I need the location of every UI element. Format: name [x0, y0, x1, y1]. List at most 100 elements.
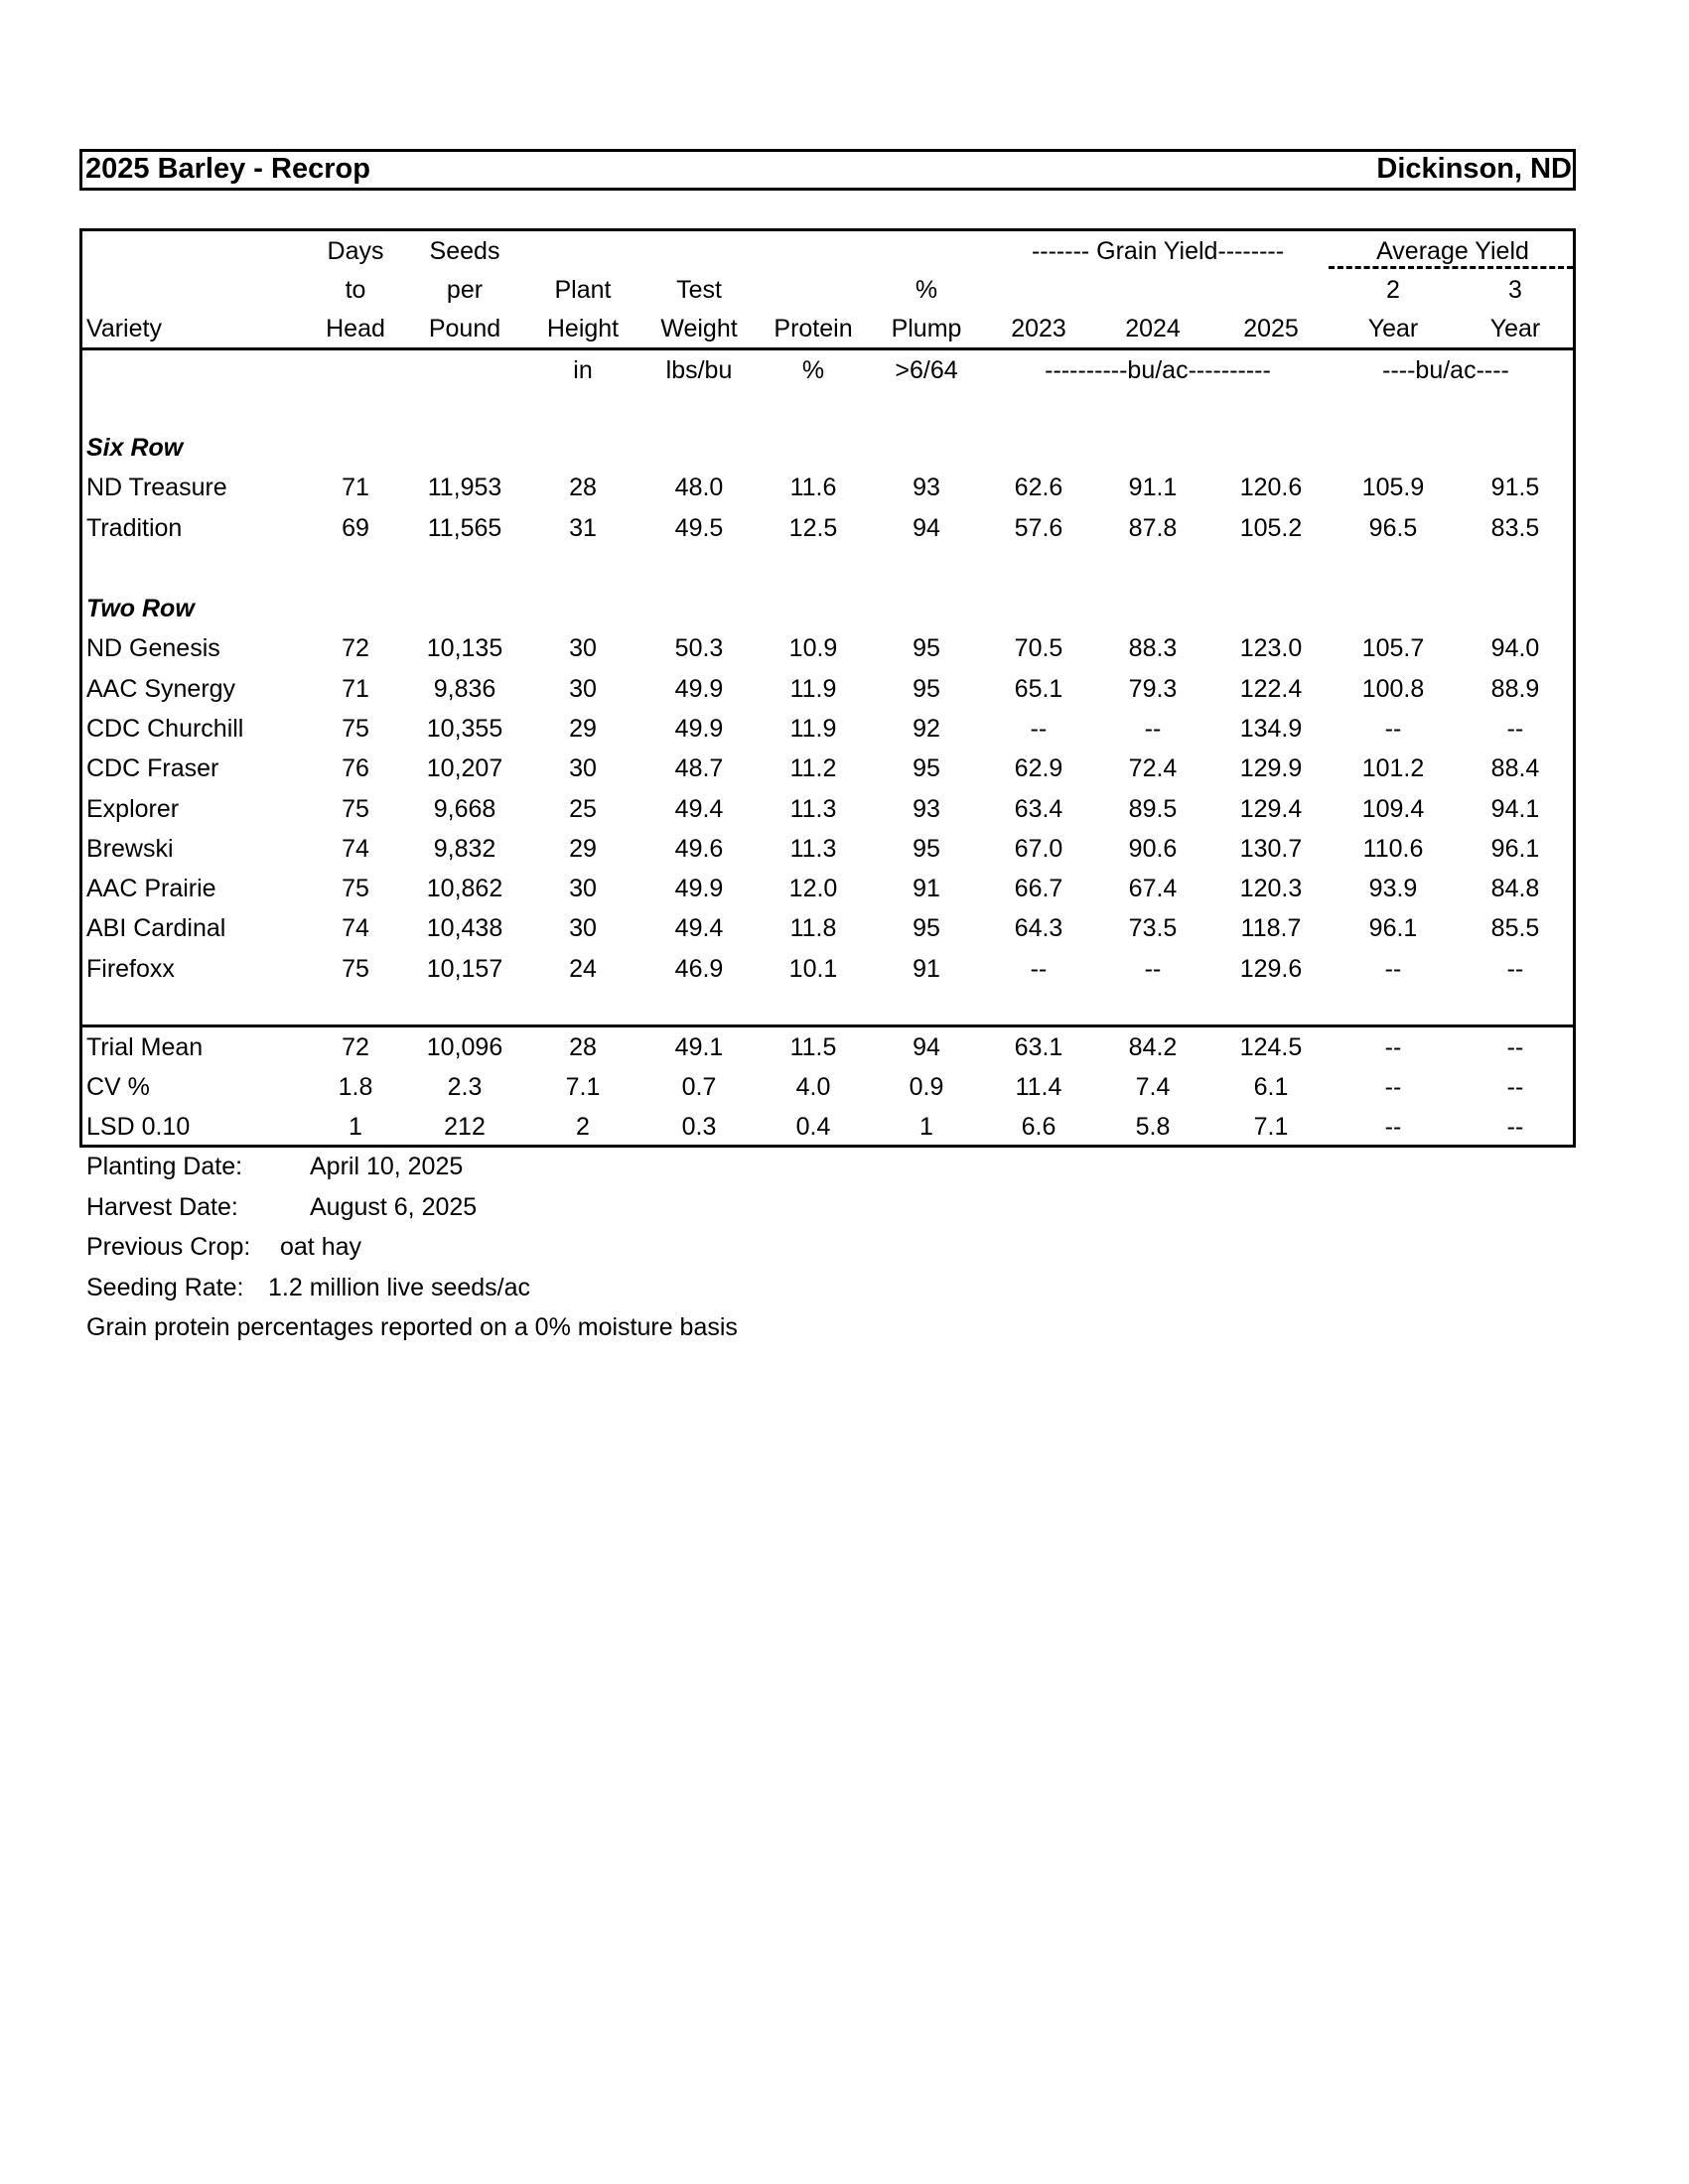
table-cell: 63.4 [1014, 794, 1063, 823]
table-cell: 29 [569, 714, 597, 743]
table-cell: 96.5 [1368, 513, 1418, 542]
column-header: Test [676, 276, 722, 304]
table-cell: 49.9 [674, 714, 724, 743]
table-cell: 67.0 [1014, 834, 1063, 863]
table-cell: 87.8 [1128, 513, 1178, 542]
column-unit: % [801, 356, 825, 384]
column-unit: in [573, 356, 593, 384]
table-cell: 9,832 [433, 834, 496, 863]
table-cell: -- [1144, 714, 1162, 743]
table-cell: 109.4 [1361, 794, 1425, 823]
table-cell: 11,953 [427, 474, 502, 502]
table-cell: 72.4 [1128, 754, 1178, 783]
column-header: Protein [774, 315, 853, 342]
table-cell: 30 [569, 634, 597, 663]
table-cell: 11.3 [789, 834, 837, 863]
note-label: Grain protein percentages reported on a … [86, 1313, 738, 1341]
section-label: Two Row [86, 595, 195, 622]
column-header: Variety [86, 315, 162, 342]
summary-cell: -- [1384, 1113, 1402, 1141]
column-header: Weight [660, 315, 738, 342]
table-cell: 96.1 [1490, 834, 1540, 863]
table-cell: 75 [342, 714, 369, 743]
variety-name: Tradition [86, 513, 183, 542]
section-label: Six Row [86, 434, 184, 462]
table-cell: 49.5 [674, 513, 724, 542]
summary-cell: 72 [342, 1033, 369, 1061]
summary-cell: -- [1384, 1033, 1402, 1061]
table-cell: 89.5 [1128, 794, 1178, 823]
table-cell: 30 [569, 914, 597, 943]
table-cell: -- [1144, 954, 1162, 983]
table-cell: 129.9 [1239, 754, 1303, 783]
summary-cell: 7.4 [1135, 1073, 1171, 1101]
note-label: Previous Crop: [86, 1233, 251, 1261]
summary-cell: 0.9 [909, 1073, 944, 1101]
summary-cell: 1 [919, 1113, 933, 1141]
table-cell: 67.4 [1128, 875, 1178, 903]
table-cell: 110.6 [1362, 834, 1424, 863]
variety-name: CDC Fraser [86, 754, 219, 783]
table-cell: 9,836 [433, 674, 496, 703]
table-cell: -- [1030, 954, 1048, 983]
table-cell: 129.6 [1239, 954, 1303, 983]
table-cell: 91.5 [1490, 474, 1540, 502]
summary-cell: 63.1 [1014, 1033, 1063, 1061]
table-cell: 30 [569, 754, 597, 783]
summary-cell: 0.4 [795, 1113, 831, 1141]
table-cell: 75 [342, 954, 369, 983]
table-cell: 12.0 [788, 875, 838, 903]
table-cell: 75 [342, 875, 369, 903]
column-unit: lbs/bu [665, 356, 733, 384]
table-cell: 91 [913, 875, 940, 903]
table-cell: 75 [342, 794, 369, 823]
summary-cell: -- [1506, 1033, 1524, 1061]
table-cell: 28 [569, 474, 597, 502]
table-cell: 94 [913, 513, 940, 542]
summary-cell: 2 [576, 1113, 590, 1141]
table-cell: 11.6 [789, 474, 837, 502]
summary-cell: 124.5 [1239, 1033, 1303, 1061]
variety-name: ND Treasure [86, 474, 227, 502]
column-header: Pound [428, 315, 501, 342]
table-cell: -- [1506, 714, 1524, 743]
table-cell: 49.9 [674, 674, 724, 703]
summary-cell: 6.1 [1253, 1073, 1289, 1101]
table-cell: -- [1506, 954, 1524, 983]
table-cell: 10,207 [426, 754, 503, 783]
table-cell: 96.1 [1368, 914, 1418, 943]
column-header: Seeds [429, 237, 500, 265]
header-divider [79, 347, 1576, 350]
summary-label: LSD 0.10 [86, 1113, 191, 1141]
variety-name: CDC Churchill [86, 714, 244, 743]
column-header: % [915, 276, 938, 304]
table-cell: 49.4 [674, 794, 724, 823]
table-cell: 85.5 [1490, 914, 1540, 943]
table-cell: 120.6 [1239, 474, 1303, 502]
summary-cell: 7.1 [1253, 1113, 1289, 1141]
table-cell: 88.3 [1128, 634, 1178, 663]
table-cell: 71 [342, 674, 369, 703]
summary-cell: 49.1 [674, 1033, 724, 1061]
grain-yield-unit: ----------bu/ac---------- [1045, 356, 1271, 384]
summary-label: Trial Mean [86, 1033, 204, 1061]
column-header: Year [1367, 315, 1419, 342]
average-yield-unit: ----bu/ac---- [1382, 356, 1509, 384]
table-cell: 31 [569, 513, 597, 542]
column-header: per [446, 276, 484, 304]
table-cell: 10,438 [426, 914, 503, 943]
table-cell: 88.4 [1490, 754, 1540, 783]
summary-cell: 1 [349, 1113, 362, 1141]
variety-name: Brewski [86, 834, 174, 863]
note-value: August 6, 2025 [310, 1192, 478, 1221]
summary-cell: 5.8 [1135, 1113, 1171, 1141]
table-cell: 95 [913, 674, 940, 703]
table-cell: 10.1 [788, 954, 838, 983]
table-cell: 105.7 [1361, 634, 1425, 663]
table-cell: 74 [342, 834, 369, 863]
table-cell: 84.8 [1490, 875, 1540, 903]
table-cell: 100.8 [1361, 674, 1425, 703]
table-cell: 57.6 [1014, 513, 1063, 542]
summary-label: CV % [86, 1073, 150, 1101]
table-cell: 10.9 [788, 634, 838, 663]
